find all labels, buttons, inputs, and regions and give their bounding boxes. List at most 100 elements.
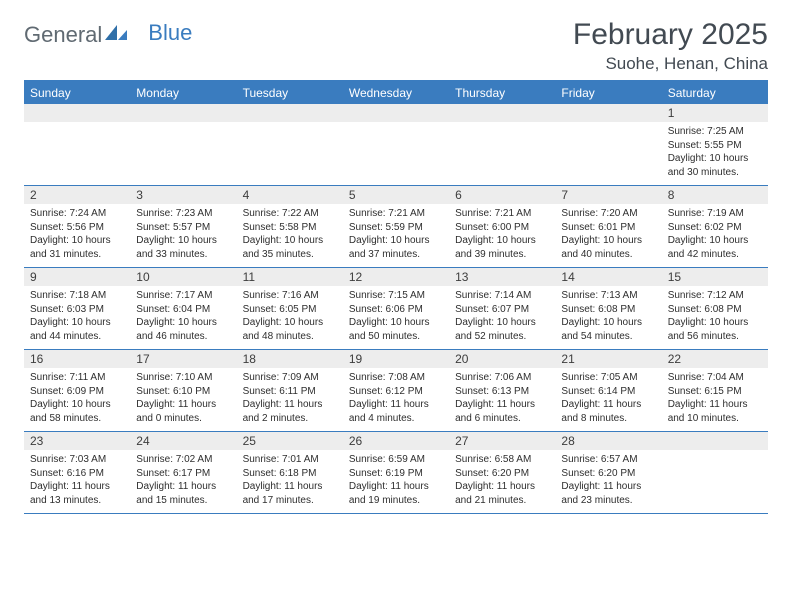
day-details: Sunrise: 7:01 AMSunset: 6:18 PMDaylight:… (237, 450, 343, 513)
daylight-line: Daylight: 11 hours and 6 minutes. (455, 398, 549, 425)
week-row: 2Sunrise: 7:24 AMSunset: 5:56 PMDaylight… (24, 186, 768, 268)
day-details (130, 122, 236, 131)
day-details (343, 122, 449, 131)
header: General Blue February 2025 Suohe, Henan,… (24, 18, 768, 74)
calendar: SundayMondayTuesdayWednesdayThursdayFrid… (24, 80, 768, 514)
day-details: Sunrise: 7:23 AMSunset: 5:57 PMDaylight:… (130, 204, 236, 267)
daylight-line: Daylight: 10 hours and 35 minutes. (243, 234, 337, 261)
day-number: 4 (237, 186, 343, 204)
sunrise-line: Sunrise: 7:13 AM (561, 289, 655, 303)
sunset-line: Sunset: 6:09 PM (30, 385, 124, 399)
day-cell: 9Sunrise: 7:18 AMSunset: 6:03 PMDaylight… (24, 268, 130, 349)
day-number: 5 (343, 186, 449, 204)
week-row: 16Sunrise: 7:11 AMSunset: 6:09 PMDayligh… (24, 350, 768, 432)
sunrise-line: Sunrise: 7:10 AM (136, 371, 230, 385)
day-number: 17 (130, 350, 236, 368)
weekday-header-tuesday: Tuesday (237, 82, 343, 104)
sunset-line: Sunset: 6:16 PM (30, 467, 124, 481)
day-number: 9 (24, 268, 130, 286)
day-cell (555, 104, 661, 185)
day-details: Sunrise: 7:13 AMSunset: 6:08 PMDaylight:… (555, 286, 661, 349)
sunset-line: Sunset: 6:13 PM (455, 385, 549, 399)
sunset-line: Sunset: 6:10 PM (136, 385, 230, 399)
daylight-line: Daylight: 10 hours and 56 minutes. (668, 316, 762, 343)
daylight-line: Daylight: 10 hours and 40 minutes. (561, 234, 655, 261)
daylight-line: Daylight: 10 hours and 46 minutes. (136, 316, 230, 343)
day-cell: 26Sunrise: 6:59 AMSunset: 6:19 PMDayligh… (343, 432, 449, 513)
day-number: 28 (555, 432, 661, 450)
day-number (237, 104, 343, 122)
day-details: Sunrise: 6:59 AMSunset: 6:19 PMDaylight:… (343, 450, 449, 513)
sunrise-line: Sunrise: 7:01 AM (243, 453, 337, 467)
logo-sail-icon (104, 22, 130, 48)
sunset-line: Sunset: 6:20 PM (561, 467, 655, 481)
day-details: Sunrise: 7:21 AMSunset: 5:59 PMDaylight:… (343, 204, 449, 267)
daylight-line: Daylight: 10 hours and 31 minutes. (30, 234, 124, 261)
day-cell: 12Sunrise: 7:15 AMSunset: 6:06 PMDayligh… (343, 268, 449, 349)
week-row: 23Sunrise: 7:03 AMSunset: 6:16 PMDayligh… (24, 432, 768, 514)
day-cell: 11Sunrise: 7:16 AMSunset: 6:05 PMDayligh… (237, 268, 343, 349)
sunset-line: Sunset: 5:55 PM (668, 139, 762, 153)
sunset-line: Sunset: 6:02 PM (668, 221, 762, 235)
day-cell: 4Sunrise: 7:22 AMSunset: 5:58 PMDaylight… (237, 186, 343, 267)
day-cell: 17Sunrise: 7:10 AMSunset: 6:10 PMDayligh… (130, 350, 236, 431)
day-cell: 13Sunrise: 7:14 AMSunset: 6:07 PMDayligh… (449, 268, 555, 349)
daylight-line: Daylight: 11 hours and 10 minutes. (668, 398, 762, 425)
sunrise-line: Sunrise: 7:17 AM (136, 289, 230, 303)
day-number: 15 (662, 268, 768, 286)
day-details: Sunrise: 6:58 AMSunset: 6:20 PMDaylight:… (449, 450, 555, 513)
sunset-line: Sunset: 6:06 PM (349, 303, 443, 317)
sunrise-line: Sunrise: 7:16 AM (243, 289, 337, 303)
day-number: 10 (130, 268, 236, 286)
day-details: Sunrise: 7:25 AMSunset: 5:55 PMDaylight:… (662, 122, 768, 185)
title-block: February 2025 Suohe, Henan, China (573, 18, 768, 74)
day-cell: 27Sunrise: 6:58 AMSunset: 6:20 PMDayligh… (449, 432, 555, 513)
day-details: Sunrise: 7:06 AMSunset: 6:13 PMDaylight:… (449, 368, 555, 431)
day-details: Sunrise: 7:15 AMSunset: 6:06 PMDaylight:… (343, 286, 449, 349)
day-number: 12 (343, 268, 449, 286)
day-cell: 5Sunrise: 7:21 AMSunset: 5:59 PMDaylight… (343, 186, 449, 267)
sunrise-line: Sunrise: 7:19 AM (668, 207, 762, 221)
sunrise-line: Sunrise: 7:06 AM (455, 371, 549, 385)
weekday-header-row: SundayMondayTuesdayWednesdayThursdayFrid… (24, 82, 768, 104)
day-details: Sunrise: 7:12 AMSunset: 6:08 PMDaylight:… (662, 286, 768, 349)
sunset-line: Sunset: 5:58 PM (243, 221, 337, 235)
daylight-line: Daylight: 10 hours and 33 minutes. (136, 234, 230, 261)
day-number (24, 104, 130, 122)
location-subtitle: Suohe, Henan, China (573, 54, 768, 74)
day-cell (449, 104, 555, 185)
day-details (237, 122, 343, 131)
day-number: 3 (130, 186, 236, 204)
day-cell (343, 104, 449, 185)
day-details: Sunrise: 7:14 AMSunset: 6:07 PMDaylight:… (449, 286, 555, 349)
day-cell: 2Sunrise: 7:24 AMSunset: 5:56 PMDaylight… (24, 186, 130, 267)
day-details (449, 122, 555, 131)
day-number (662, 432, 768, 450)
day-cell: 28Sunrise: 6:57 AMSunset: 6:20 PMDayligh… (555, 432, 661, 513)
day-cell: 3Sunrise: 7:23 AMSunset: 5:57 PMDaylight… (130, 186, 236, 267)
sunset-line: Sunset: 6:20 PM (455, 467, 549, 481)
sunrise-line: Sunrise: 7:09 AM (243, 371, 337, 385)
day-details: Sunrise: 7:05 AMSunset: 6:14 PMDaylight:… (555, 368, 661, 431)
day-details: Sunrise: 6:57 AMSunset: 6:20 PMDaylight:… (555, 450, 661, 513)
day-number: 13 (449, 268, 555, 286)
day-details (24, 122, 130, 131)
sunset-line: Sunset: 6:15 PM (668, 385, 762, 399)
day-number: 23 (24, 432, 130, 450)
sunrise-line: Sunrise: 7:12 AM (668, 289, 762, 303)
sunrise-line: Sunrise: 7:04 AM (668, 371, 762, 385)
day-cell (237, 104, 343, 185)
weekday-header-saturday: Saturday (662, 82, 768, 104)
day-number: 8 (662, 186, 768, 204)
weekday-header-friday: Friday (555, 82, 661, 104)
day-number (555, 104, 661, 122)
weekday-header-thursday: Thursday (449, 82, 555, 104)
day-number: 21 (555, 350, 661, 368)
sunset-line: Sunset: 6:01 PM (561, 221, 655, 235)
day-details (662, 450, 768, 459)
daylight-line: Daylight: 10 hours and 54 minutes. (561, 316, 655, 343)
day-cell: 19Sunrise: 7:08 AMSunset: 6:12 PMDayligh… (343, 350, 449, 431)
sunset-line: Sunset: 6:19 PM (349, 467, 443, 481)
sunset-line: Sunset: 6:07 PM (455, 303, 549, 317)
day-details: Sunrise: 7:24 AMSunset: 5:56 PMDaylight:… (24, 204, 130, 267)
